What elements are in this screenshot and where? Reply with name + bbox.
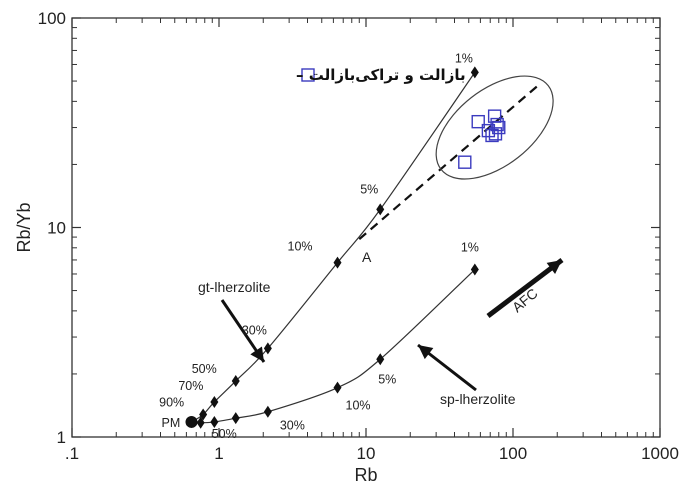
gt-lherzolite-pct-label: 10%: [288, 240, 313, 254]
y-tick-label: 10: [47, 219, 66, 238]
y-tick-label: 100: [38, 9, 66, 28]
sample-point: [490, 117, 504, 132]
pm-point: [185, 415, 198, 428]
gt-lherzolite-point: [333, 256, 342, 269]
sp-lherzolite-point: [263, 405, 272, 418]
gt-lherzolite-label: gt-lherzolite: [198, 279, 271, 295]
sample-point: [458, 155, 472, 169]
gt-lherzolite-point: [231, 375, 240, 388]
gt-lherzolite-pct-label: 1%: [455, 51, 473, 65]
sp-lherzolite-point: [196, 416, 205, 429]
sp-lherzolite-point: [333, 381, 342, 394]
legend-label: بازالت و تراکی‌بازالت –: [296, 66, 466, 84]
sp-lherzolite-pct-label: 10%: [346, 399, 371, 413]
gt-lherzolite-pct-label: 50%: [192, 362, 217, 376]
afc-arrow-head: [546, 260, 562, 275]
gt-lherzolite-point: [210, 395, 219, 408]
gt-lherzolite-pct-label: 30%: [242, 323, 267, 337]
axes: [71, 17, 661, 438]
x-tick-label: .1: [65, 444, 79, 463]
gt-lherzolite-point: [376, 203, 385, 216]
sp-lherzolite-pct-label: 1%: [461, 241, 479, 255]
sp-lherzolite-arrow-head: [418, 345, 434, 360]
gt-lherzolite-point: [263, 342, 272, 355]
gt-lherzolite-pct-label: 5%: [360, 182, 378, 196]
sp-lherzolite-point: [231, 412, 240, 425]
gt-lherzolite-pct-label: 70%: [178, 379, 203, 393]
sp-lherzolite-point: [376, 353, 385, 366]
x-tick-label: 1: [214, 444, 223, 463]
labels: .1 1 10 100 1000110100RbRb/Yb90%70%50%30%10%…: [14, 9, 679, 485]
legend-marker: [301, 68, 315, 82]
y-axis-title: Rb/Yb: [14, 202, 34, 252]
pm-label: PM: [161, 416, 180, 430]
sample-point: [485, 128, 499, 143]
sample-point: [471, 114, 485, 129]
sample-field-ellipse: [435, 75, 554, 180]
sp-lherzolite-label: sp-lherzolite: [440, 391, 516, 407]
x-tick-label: 100: [499, 444, 527, 463]
afc-trend-line: [358, 83, 540, 240]
gt-lherzolite-pct-label: 90%: [159, 396, 184, 410]
gt-lherzolite-arrow-head: [250, 346, 264, 362]
x-tick-label: 10: [357, 444, 376, 463]
sp-lherzolite-pct-label: 5%: [378, 372, 396, 386]
marks: [185, 66, 564, 429]
sp-lherzolite-point: [470, 263, 479, 276]
sp-lherzolite-pct-label: 30%: [280, 419, 305, 433]
y-tick-label: 1: [57, 428, 66, 447]
gt-lherzolite-point: [470, 66, 479, 79]
x-tick-label: 1000: [641, 444, 679, 463]
x-axis-title: Rb: [354, 465, 377, 485]
sample-point: [488, 127, 503, 141]
point-a-label: A: [362, 249, 372, 265]
sp-lherzolite-point: [210, 415, 219, 428]
afc-arrow: [486, 258, 564, 318]
sp-lherzolite-pct-label: 50%: [212, 427, 237, 441]
